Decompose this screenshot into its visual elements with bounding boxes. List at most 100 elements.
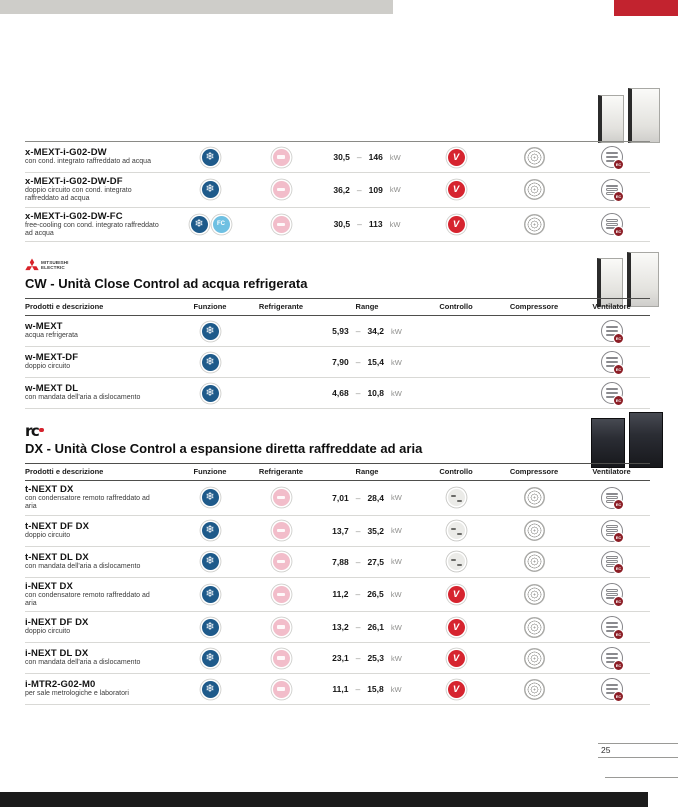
- product-name: i-NEXT DX: [25, 580, 73, 592]
- table-row: w-MEXT acqua refrigerata ❄ 5,93–34,2 kW EC: [25, 316, 650, 347]
- ec-badge: EC: [613, 628, 624, 640]
- refrigerant-label-mark: [277, 155, 285, 159]
- fan-blade: [605, 625, 618, 629]
- column-header: Ventilatore: [592, 467, 631, 476]
- snowflake-glyph: ❄: [205, 587, 215, 600]
- table-row: t-NEXT DX con condensatore remoto raffred…: [25, 481, 650, 516]
- range-max: 109: [368, 184, 383, 195]
- column-header: Refrigerante: [258, 467, 304, 476]
- range-max: 146: [368, 152, 383, 162]
- ec-badge: EC: [613, 532, 624, 543]
- range-max: 25,3: [367, 653, 384, 663]
- snowflake-glyph: ❄: [205, 651, 215, 664]
- refrigerant-icon: [272, 553, 290, 570]
- column-header: Refrigerante: [258, 302, 304, 311]
- range-cell: 4,68–10,8 kW: [317, 388, 417, 398]
- section-dx: rc DX - Unità Close Control a espansione…: [25, 422, 650, 705]
- step-control-icon: [447, 522, 465, 539]
- range-min: 7,88: [332, 556, 349, 567]
- section-title-dx: DX - Unità Close Control a espansione di…: [25, 441, 423, 456]
- range-min: 5,93: [332, 326, 349, 336]
- fan-blade: [605, 652, 618, 656]
- range-max: 34,2: [367, 326, 384, 336]
- column-header: Controllo: [439, 302, 473, 311]
- range-min: 11,2: [332, 589, 349, 600]
- funzione-cell: ❄: [175, 181, 245, 199]
- product-name: t-NEXT DX: [25, 484, 74, 495]
- product-photo-next-dx: [591, 412, 663, 468]
- scroll-compressor-icon: [523, 179, 545, 201]
- range-unit: kW: [390, 684, 402, 694]
- refrigerant-label-mark: [277, 188, 285, 192]
- product-table: x-MEXT-i-G02-DW con cond. integrato raffr…: [25, 141, 650, 242]
- cooling-function-icon: ❄: [201, 522, 219, 539]
- off-mark: [456, 532, 462, 535]
- product-cell: w-MEXT acqua refrigerata: [25, 321, 175, 340]
- range-min: 23,1: [332, 653, 349, 663]
- range-min: 11,1: [332, 684, 349, 694]
- compressore-cell: [495, 647, 573, 669]
- brand-name-line1: MITSUBISHI: [41, 260, 69, 265]
- footer-rule: [605, 777, 678, 778]
- refrigerant-icon: [272, 489, 290, 507]
- range-min: 7,01: [332, 492, 349, 503]
- ec-fan-icon: EC: [600, 519, 624, 543]
- funzione-cell: ❄: [175, 353, 245, 371]
- refrigerante-cell: [245, 585, 317, 603]
- brand-mark: rc: [25, 422, 40, 440]
- ec-fan-icon: EC: [600, 146, 624, 170]
- refrigerante-cell: [245, 649, 317, 667]
- range-cell: 30,5–146 kW: [317, 152, 417, 162]
- fan-blade: [605, 556, 618, 559]
- step-control-icon: [447, 553, 465, 570]
- product-description: con mandata dell'aria a dislocamento: [25, 562, 141, 570]
- range-max: 35,2: [367, 525, 384, 536]
- fan-blade: [605, 560, 618, 563]
- column-header: Funzione: [193, 467, 227, 476]
- table-row: i-MTR2-G02-M0 per sale metrologiche e lab…: [25, 674, 650, 705]
- range-unit: kW: [389, 152, 401, 162]
- bottom-black-bar: [0, 792, 648, 807]
- inverter-control-icon: V: [447, 215, 465, 233]
- funzione-cell: ❄: [175, 618, 245, 636]
- column-header: Compressore: [509, 302, 559, 311]
- on-mark: [450, 495, 456, 498]
- fan-blade: [605, 325, 618, 329]
- ec-fan-icon: EC: [600, 351, 624, 375]
- fan-blade: [605, 683, 618, 687]
- fan-blade: [605, 151, 618, 155]
- ec-fan-icon: EC: [600, 320, 624, 344]
- range-min: 13,2: [332, 622, 349, 632]
- ec-badge: EC: [613, 499, 624, 511]
- ec-badge: EC: [613, 659, 624, 671]
- snowflake-glyph: ❄: [205, 355, 215, 368]
- column-header: Compressore: [509, 467, 559, 476]
- range-separator: –: [355, 357, 361, 367]
- range-separator: –: [356, 152, 362, 162]
- refrigerant-icon: [272, 522, 290, 539]
- fan-blade: [605, 155, 618, 159]
- section-xmext: x-MEXT-i-G02-DW con cond. integrato raffr…: [25, 141, 650, 242]
- fan-blade: [605, 589, 618, 592]
- refrigerant-label-mark: [277, 592, 285, 596]
- column-header: Range: [355, 467, 379, 476]
- refrigerant-icon: [272, 680, 290, 698]
- compressore-cell: [495, 179, 573, 201]
- range-unit: kW: [390, 589, 402, 599]
- compressore-cell: [495, 616, 573, 638]
- range-unit: kW: [390, 526, 402, 535]
- fan-blade: [605, 687, 618, 691]
- product-cell: t-NEXT DX con condensatore remoto raffred…: [25, 484, 175, 512]
- off-mark: [456, 563, 462, 566]
- range-min: 4,68: [332, 388, 349, 398]
- product-description: doppio circuito: [25, 363, 71, 371]
- on-mark: [450, 559, 456, 562]
- range-unit: kW: [390, 653, 402, 663]
- range-unit: kW: [389, 219, 401, 229]
- product-cell: i-NEXT DX con condensatore remoto raffred…: [25, 581, 175, 609]
- scroll-compressor-icon: [523, 520, 545, 541]
- fan-blade: [605, 391, 618, 395]
- ec-badge: EC: [613, 225, 624, 237]
- product-name: i-NEXT DF DX: [25, 617, 89, 629]
- controllo-cell: V: [417, 585, 495, 603]
